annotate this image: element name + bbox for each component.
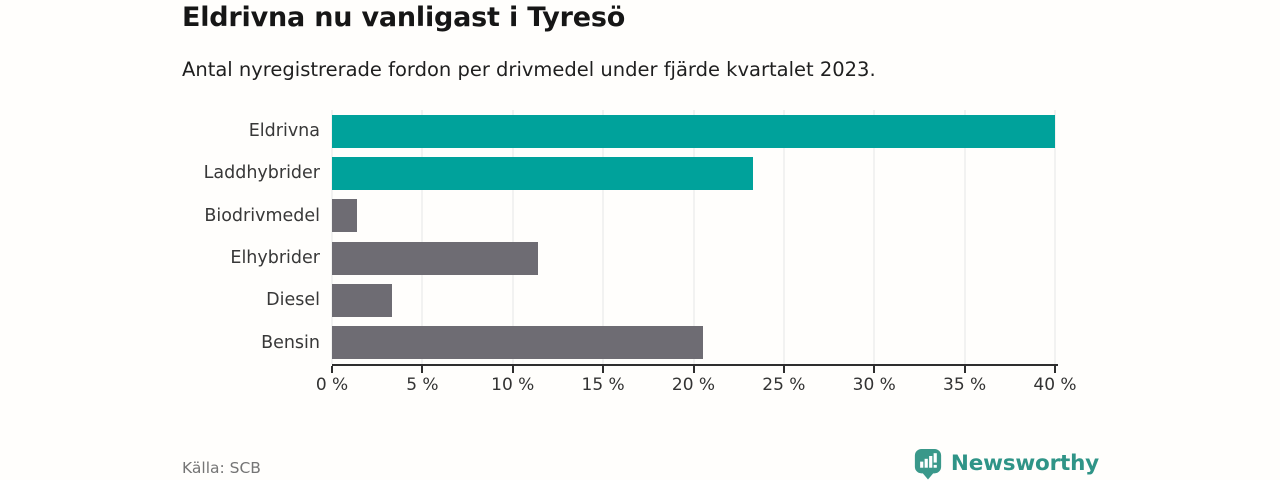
x-tick	[963, 366, 966, 373]
bar-row	[332, 237, 1055, 279]
x-tick-label: 15 %	[581, 375, 625, 395]
bar-eldrivna	[332, 114, 1055, 148]
bar-row	[332, 152, 1055, 194]
gridline	[512, 110, 514, 364]
x-tick-label: 35 %	[943, 375, 987, 395]
bar-row	[332, 279, 1055, 321]
gridline	[964, 110, 966, 364]
gridline	[421, 110, 423, 364]
bar-laddhybrider	[332, 156, 754, 190]
x-tick-label: 30 %	[852, 375, 896, 395]
x-tick-label: 10 %	[491, 375, 535, 395]
plot-area	[331, 110, 1056, 364]
x-tick	[873, 366, 876, 373]
category-label: Elhybrider	[230, 248, 320, 269]
bar-row	[332, 110, 1055, 152]
bars-layer	[332, 110, 1055, 364]
newsworthy-pin-chart-icon	[914, 448, 942, 479]
bar-elhybrider	[332, 241, 539, 275]
bar-row	[332, 195, 1055, 237]
category-labels: Eldrivna Laddhybrider Biodrivmedel Elhybrid…	[0, 110, 320, 364]
x-tick	[421, 366, 424, 373]
category-label: Biodrivmedel	[204, 205, 320, 226]
bar-row	[332, 322, 1055, 364]
gridline	[331, 110, 333, 364]
x-tick	[692, 366, 695, 373]
category-label: Diesel	[266, 290, 320, 311]
bar-diesel	[332, 283, 392, 317]
x-tick-label: 0 %	[315, 375, 349, 395]
x-tick	[782, 366, 785, 373]
chart-title: Eldrivna nu vanligast i Tyresö	[182, 2, 626, 33]
gridline	[1054, 110, 1056, 364]
x-tick-label: 40 %	[1033, 375, 1077, 395]
x-tick	[511, 366, 514, 373]
gridline	[783, 110, 785, 364]
chart-subtitle: Antal nyregistrerade fordon per drivmede…	[182, 58, 876, 81]
brand-logo: Newsworthy	[913, 446, 1099, 480]
x-tick	[1054, 366, 1056, 373]
source-note: Källa: SCB	[182, 459, 261, 477]
bar-biodrivmedel	[332, 199, 358, 233]
x-tick	[331, 366, 333, 373]
gridline	[602, 110, 604, 364]
x-tick-label: 20 %	[671, 375, 716, 395]
bar-bensin	[332, 326, 703, 360]
x-tick	[602, 366, 605, 373]
x-tick-label: 25 %	[762, 375, 806, 395]
category-label: Laddhybrider	[203, 163, 320, 184]
gridline	[873, 110, 875, 364]
brand-name: Newsworthy	[950, 450, 1099, 476]
gridline	[693, 110, 694, 364]
category-label: Eldrivna	[248, 121, 320, 142]
x-axis-line	[332, 364, 1058, 366]
x-tick-label: 5 %	[406, 375, 439, 395]
category-label: Bensin	[261, 332, 320, 353]
x-axis-ticks: 0 % 5 % 10 % 15 % 20 % 25 % 30 % 35 % 40 %	[316, 366, 1077, 396]
